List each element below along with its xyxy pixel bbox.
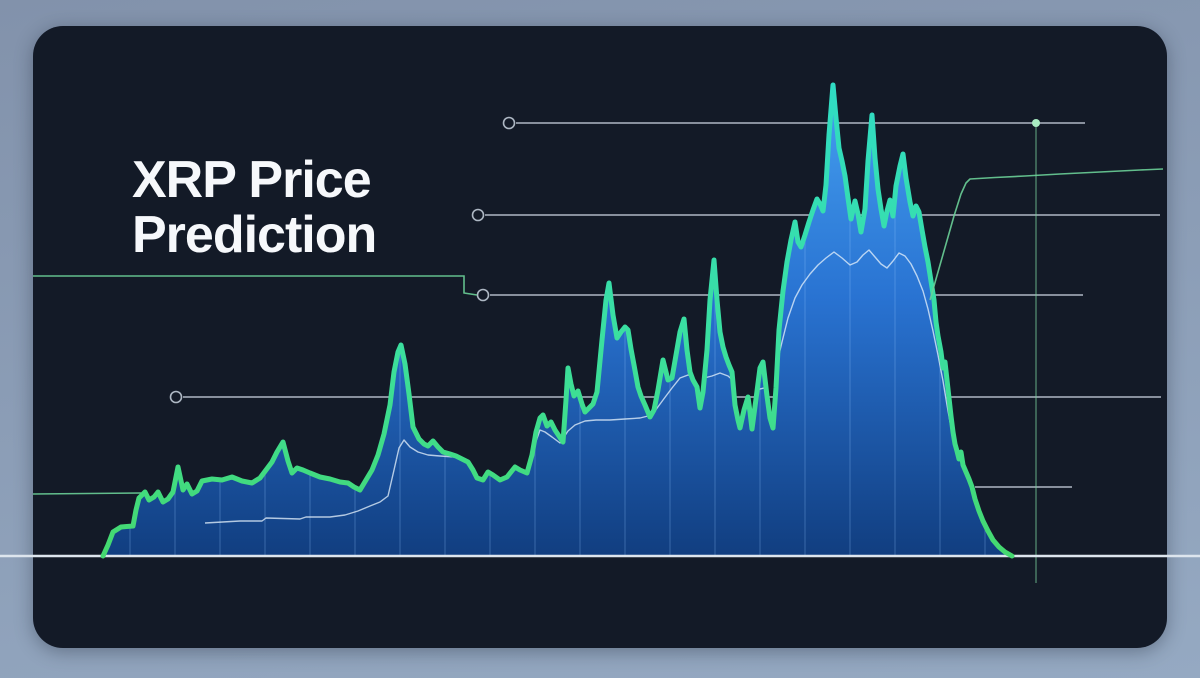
title-line-1: XRP Price bbox=[132, 150, 372, 209]
inner-trend-group bbox=[204, 249, 954, 524]
reference-line-endpoint-ring bbox=[471, 208, 485, 222]
title-line-2: Prediction bbox=[132, 205, 377, 264]
reference-line-endpoint-ring bbox=[476, 288, 490, 302]
lower-left-level-line bbox=[32, 492, 142, 495]
reference-line-endpoint-ring bbox=[169, 390, 183, 404]
price-line bbox=[100, 82, 1015, 559]
page-title: XRP Price Prediction bbox=[132, 150, 377, 264]
reference-line-endpoint-ring bbox=[502, 116, 516, 130]
upper-left-level-line bbox=[33, 275, 478, 296]
inner-trend-line bbox=[204, 249, 954, 524]
marker-dot bbox=[1032, 119, 1040, 127]
area-fill bbox=[103, 85, 1012, 556]
forecast-line bbox=[929, 168, 1164, 301]
